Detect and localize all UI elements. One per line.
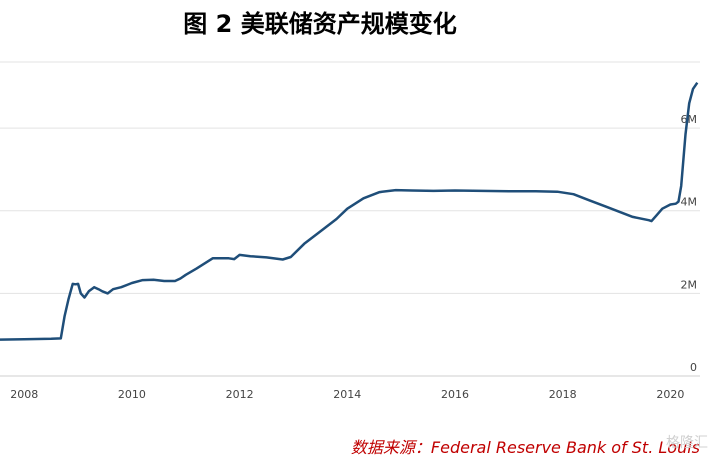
x-tick-label: 2020 bbox=[656, 388, 684, 401]
x-tick-labels: 2008 2010 2012 2014 2016 2018 2020 bbox=[10, 388, 684, 401]
y-tick-label: 0 bbox=[690, 361, 697, 374]
y-tick-label: 4M bbox=[681, 196, 698, 209]
x-tick-label: 2018 bbox=[549, 388, 577, 401]
x-tick-label: 2012 bbox=[226, 388, 254, 401]
y-tick-label: 2M bbox=[681, 278, 698, 291]
y-tick-label: 6M bbox=[681, 113, 698, 126]
fed-assets-line bbox=[0, 81, 699, 341]
x-tick-label: 2016 bbox=[441, 388, 469, 401]
data-source-note: 数据来源：Federal Reserve Bank of St. Louis bbox=[350, 438, 700, 457]
chart-title: 图 2 美联储资产规模变化 bbox=[183, 10, 457, 38]
x-tick-label: 2008 bbox=[10, 388, 38, 401]
y-tick-labels: 0 2M 4M 6M bbox=[681, 113, 698, 374]
watermark-logo: 格隆汇 bbox=[666, 435, 708, 451]
x-tick-label: 2014 bbox=[333, 388, 361, 401]
x-tick-label: 2010 bbox=[118, 388, 146, 401]
grid-lines bbox=[0, 61, 700, 294]
